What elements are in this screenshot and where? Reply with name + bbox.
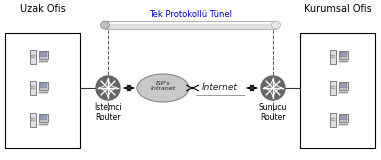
Bar: [39, 92, 48, 93]
Text: Sunucu
Router: Sunucu Router: [259, 103, 287, 122]
Bar: [339, 124, 348, 125]
Bar: [40, 52, 47, 57]
Bar: [330, 50, 336, 64]
Bar: [39, 51, 48, 59]
Bar: [330, 81, 336, 95]
Circle shape: [198, 74, 216, 92]
Text: Uzak Ofis: Uzak Ofis: [20, 4, 66, 14]
Bar: [31, 57, 35, 58]
Circle shape: [96, 76, 120, 100]
Bar: [31, 55, 35, 56]
Bar: [31, 120, 35, 121]
Ellipse shape: [101, 21, 109, 29]
Circle shape: [196, 83, 212, 99]
Bar: [39, 114, 48, 122]
Bar: [341, 90, 346, 91]
Bar: [29, 50, 36, 64]
Text: İnternet: İnternet: [202, 83, 238, 92]
Bar: [331, 120, 335, 121]
Circle shape: [224, 74, 242, 92]
Bar: [31, 118, 35, 119]
Circle shape: [228, 83, 244, 99]
Bar: [339, 92, 348, 93]
Bar: [105, 22, 276, 24]
Bar: [40, 83, 47, 88]
Bar: [39, 82, 48, 90]
Bar: [331, 55, 335, 56]
Bar: [339, 114, 348, 122]
Text: ISP's
Intranet: ISP's Intranet: [150, 81, 176, 91]
Bar: [339, 82, 348, 90]
Bar: [341, 122, 346, 123]
Bar: [29, 113, 36, 127]
Bar: [5, 33, 80, 148]
Bar: [31, 88, 35, 89]
Bar: [29, 81, 36, 95]
Bar: [331, 118, 335, 119]
Circle shape: [209, 67, 231, 89]
Bar: [331, 57, 335, 58]
Bar: [194, 95, 246, 103]
Bar: [340, 83, 347, 88]
Circle shape: [210, 83, 230, 103]
Text: Tek Protokollü Tünel: Tek Protokollü Tünel: [149, 10, 232, 19]
Bar: [331, 86, 335, 87]
Ellipse shape: [137, 74, 189, 102]
Text: Kurumsal Ofis: Kurumsal Ofis: [304, 4, 371, 14]
Bar: [339, 51, 348, 59]
Bar: [330, 113, 336, 127]
Bar: [31, 86, 35, 87]
Bar: [340, 52, 347, 57]
Bar: [340, 115, 347, 120]
Bar: [39, 61, 48, 62]
Text: İstemci
Router: İstemci Router: [94, 103, 122, 122]
Bar: [40, 59, 46, 60]
Bar: [40, 122, 46, 123]
Bar: [105, 21, 276, 29]
Bar: [40, 115, 47, 120]
Bar: [300, 33, 375, 148]
Bar: [39, 124, 48, 125]
Bar: [339, 61, 348, 62]
Bar: [341, 59, 346, 60]
Bar: [40, 90, 46, 91]
Circle shape: [261, 76, 285, 100]
Bar: [331, 88, 335, 89]
Ellipse shape: [272, 21, 280, 29]
